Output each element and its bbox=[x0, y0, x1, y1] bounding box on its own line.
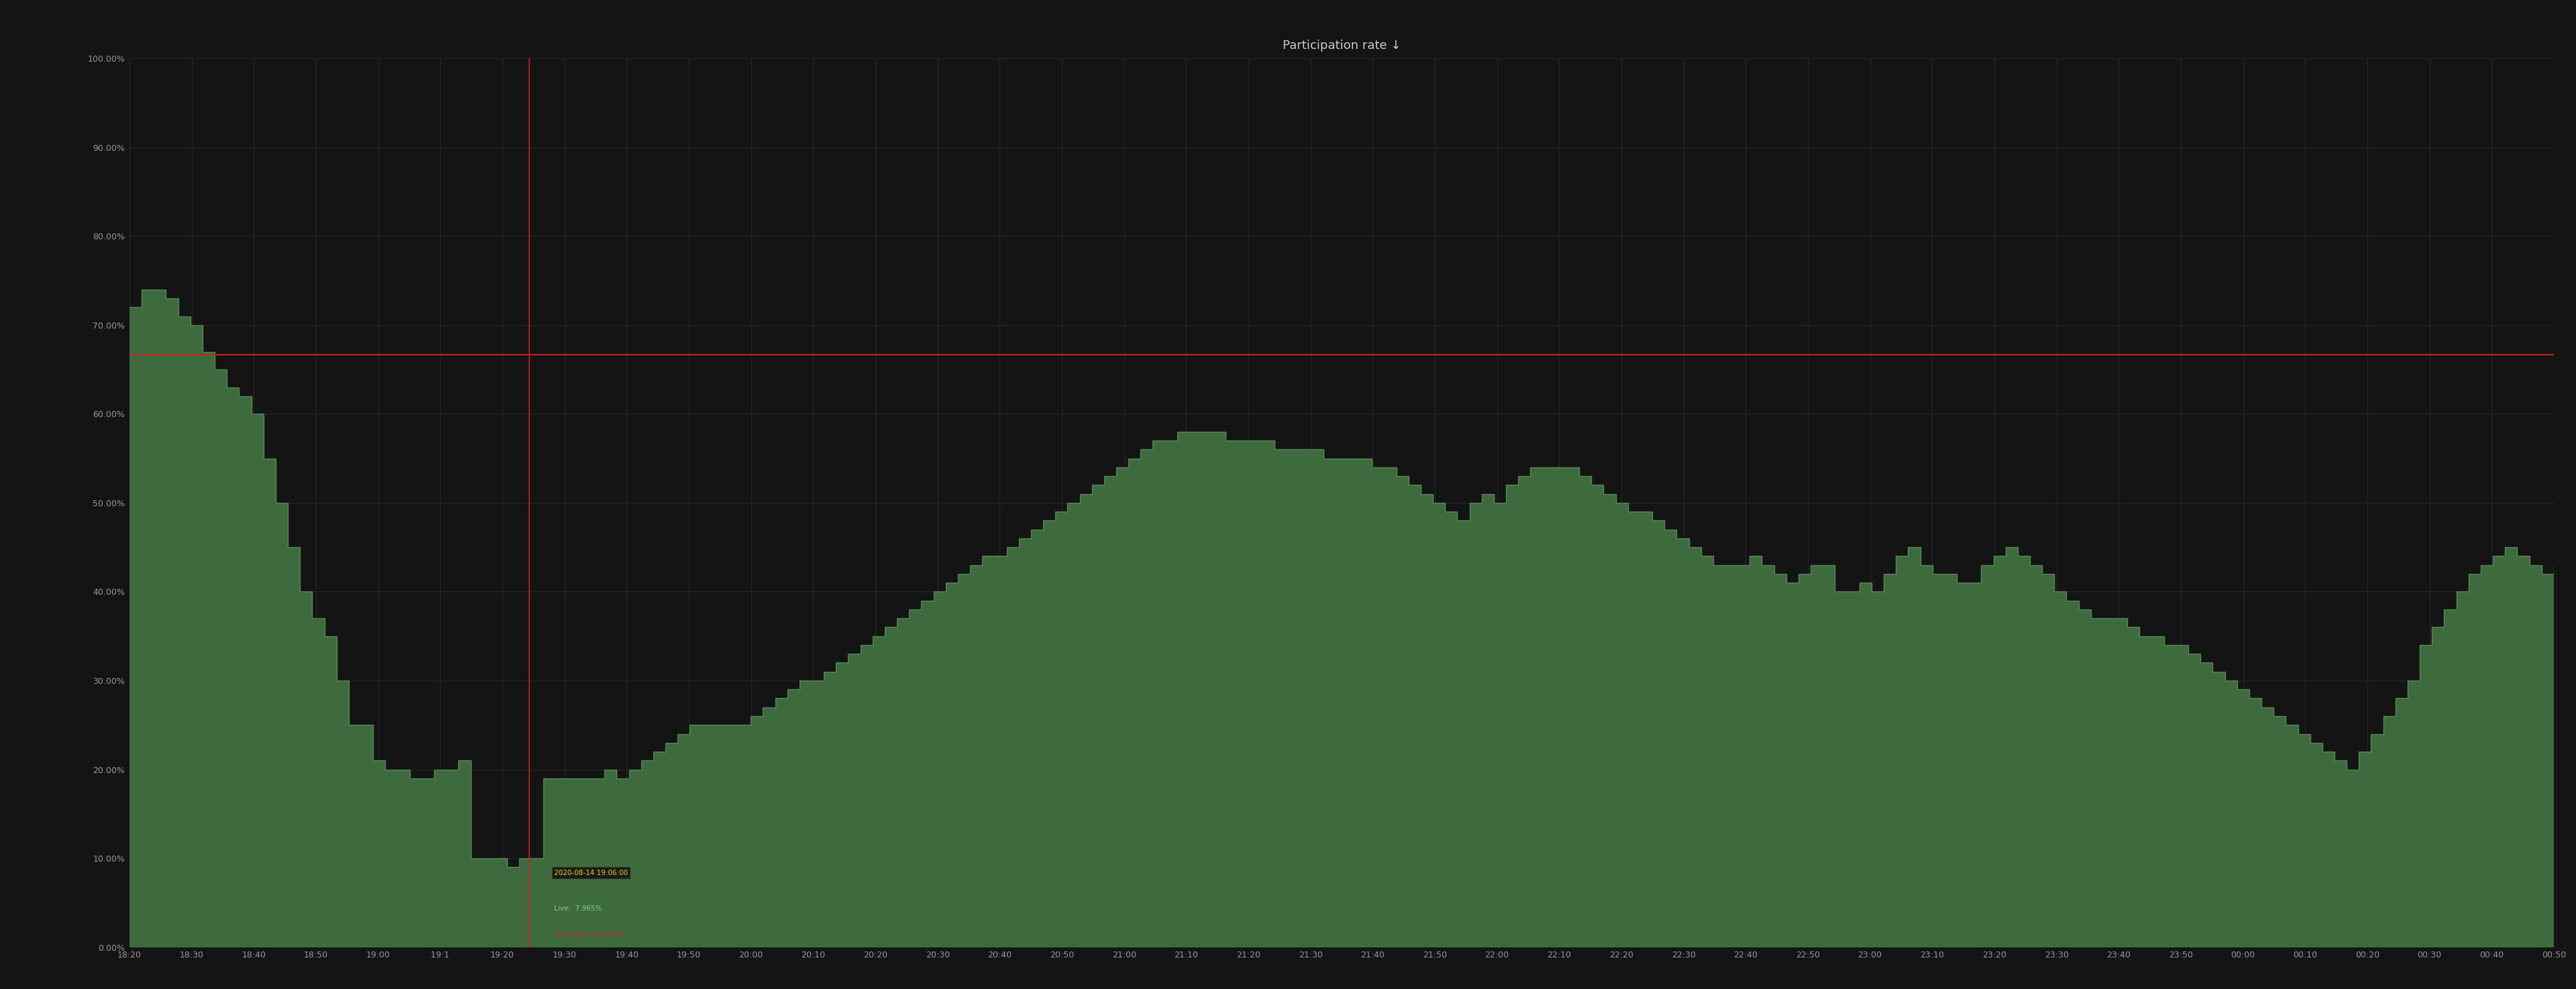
Title: Participation rate ↓: Participation rate ↓ bbox=[1283, 40, 1401, 51]
Text: Live:  7.965%: Live: 7.965% bbox=[554, 905, 603, 912]
Text: 2020-08-14 19:06:00: 2020-08-14 19:06:00 bbox=[554, 869, 629, 876]
Text: Threshold: 66.667%: Threshold: 66.667% bbox=[554, 932, 623, 939]
